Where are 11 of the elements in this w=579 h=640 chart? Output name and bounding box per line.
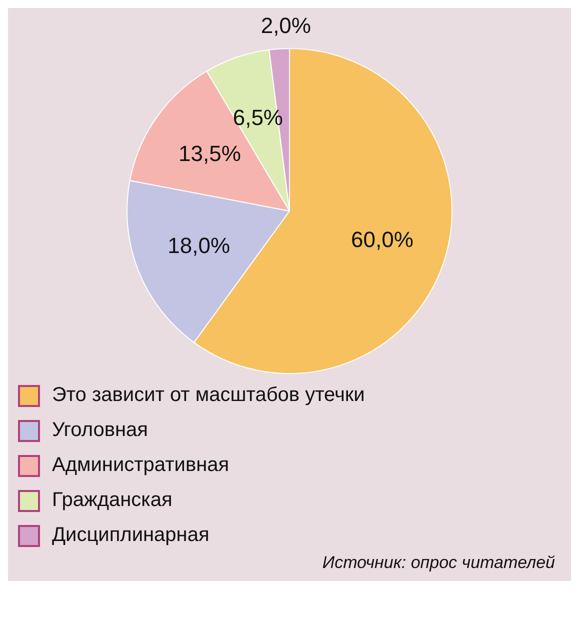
data-label: 13,5% bbox=[178, 141, 241, 166]
data-label: 18,0% bbox=[168, 232, 230, 258]
legend-label: Дисциплинарная bbox=[52, 524, 210, 547]
data-label: 6,5% bbox=[232, 104, 283, 130]
legend-label: Административная bbox=[52, 454, 230, 477]
legend-label: Гражданская bbox=[52, 489, 172, 512]
legend-label: Уголовная bbox=[52, 419, 148, 442]
data-label: 60,0% bbox=[351, 227, 414, 252]
data-label: 2,0% bbox=[260, 12, 311, 38]
legend-label: Это зависит от масштабов утечки bbox=[52, 384, 365, 407]
text: Источник: опрос читателей bbox=[321, 553, 556, 573]
